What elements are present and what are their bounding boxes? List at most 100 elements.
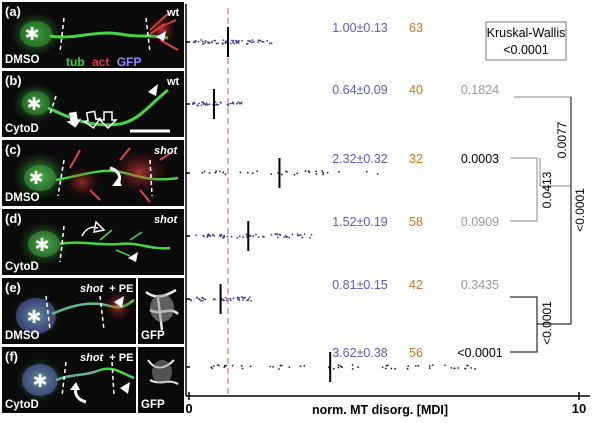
data-point — [242, 236, 245, 239]
panel-d-genotype: shot — [154, 214, 179, 226]
x-axis-title: norm. MT disorg. [MDI] — [312, 403, 448, 417]
data-point — [240, 364, 243, 367]
data-point — [291, 233, 294, 236]
data-point — [197, 104, 199, 107]
panel-f-genotype: shot — [80, 352, 105, 364]
data-point — [249, 365, 252, 368]
data-point — [227, 104, 230, 107]
data-point — [293, 173, 296, 176]
panel-a-genotype: wt — [166, 7, 180, 19]
data-point — [208, 234, 211, 237]
data-point — [303, 233, 306, 235]
data-point — [236, 102, 238, 105]
data-point — [256, 170, 259, 173]
legend-act: act — [92, 55, 109, 69]
panel-d-treatment: CytoD — [5, 261, 39, 273]
data-point — [195, 234, 198, 237]
panel-f-treatment: CytoD — [5, 399, 39, 411]
n-label: 40 — [409, 83, 423, 97]
data-point — [444, 364, 447, 367]
panel-c-label: (c) — [5, 142, 21, 157]
soma-marker-icon: ✱ — [24, 24, 39, 45]
data-point — [257, 41, 259, 44]
data-point — [309, 236, 312, 239]
data-point — [308, 171, 311, 174]
x-tick-label: 10 — [572, 401, 586, 416]
data-point — [219, 170, 221, 173]
data-point — [235, 41, 238, 44]
data-point — [296, 172, 299, 175]
data-point — [270, 42, 273, 45]
data-point — [269, 365, 272, 368]
data-point — [246, 171, 249, 174]
data-point — [192, 101, 195, 104]
data-point — [241, 39, 243, 42]
data-point — [236, 297, 239, 300]
data-point — [351, 364, 354, 366]
data-point — [214, 39, 217, 42]
panel-b-genotype: wt — [166, 76, 180, 88]
data-point — [206, 236, 209, 238]
data-point — [322, 173, 325, 176]
data-point — [450, 366, 453, 369]
data-point — [238, 235, 241, 238]
data-point — [384, 367, 387, 370]
data-point — [221, 42, 224, 45]
data-point — [222, 39, 225, 42]
panel-d-label: (d) — [5, 211, 22, 226]
data-point — [232, 297, 235, 300]
data-point — [215, 42, 218, 45]
data-point — [200, 300, 202, 302]
data-point — [286, 170, 288, 173]
data-point — [272, 366, 274, 368]
data-point — [217, 42, 219, 45]
data-point — [224, 296, 227, 299]
data-point — [219, 101, 222, 104]
bracket-label-c-d: 0.0413 — [540, 171, 554, 208]
data-point — [201, 40, 204, 43]
mean-label: 1.00±0.13 — [332, 21, 388, 35]
data-point — [296, 233, 299, 235]
data-point — [200, 39, 202, 41]
data-point — [266, 40, 269, 42]
data-point — [284, 234, 287, 237]
data-point — [241, 296, 244, 299]
data-point — [229, 297, 232, 300]
data-point — [249, 296, 251, 299]
data-point — [270, 173, 273, 176]
stats-box-value: <0.0001 — [503, 43, 549, 57]
data-point — [244, 296, 247, 299]
data-point — [204, 41, 207, 44]
data-point — [192, 41, 195, 44]
data-point — [213, 235, 216, 237]
data-point — [288, 236, 291, 239]
data-point — [385, 364, 388, 367]
data-point — [351, 367, 354, 370]
soma-marker-icon: ✱ — [26, 307, 41, 328]
data-point — [238, 102, 241, 105]
data-point — [236, 237, 239, 239]
data-point — [250, 299, 253, 302]
p-value-label: 0.0003 — [461, 152, 499, 166]
data-point — [203, 297, 205, 300]
data-point — [201, 297, 204, 300]
data-point — [268, 42, 271, 45]
comparison-brackets — [510, 96, 572, 353]
data-point — [340, 365, 343, 368]
data-point — [304, 170, 307, 172]
mean-label: 1.52±0.19 — [332, 215, 388, 229]
mean-label: 2.32±0.32 — [332, 152, 388, 166]
data-point — [241, 367, 244, 370]
data-point — [231, 39, 233, 42]
data-point — [296, 234, 299, 237]
data-point — [417, 364, 420, 367]
panel-e-genotype-label: shot + PE — [80, 283, 133, 295]
panel-e-image — [2, 278, 184, 344]
data-point — [220, 233, 223, 236]
data-point — [212, 298, 215, 301]
soma-marker-icon: ✱ — [28, 168, 43, 189]
panel-e-label: (e) — [5, 280, 21, 295]
data-point — [249, 235, 252, 238]
data-point — [301, 236, 304, 239]
n-label: 63 — [409, 21, 423, 35]
